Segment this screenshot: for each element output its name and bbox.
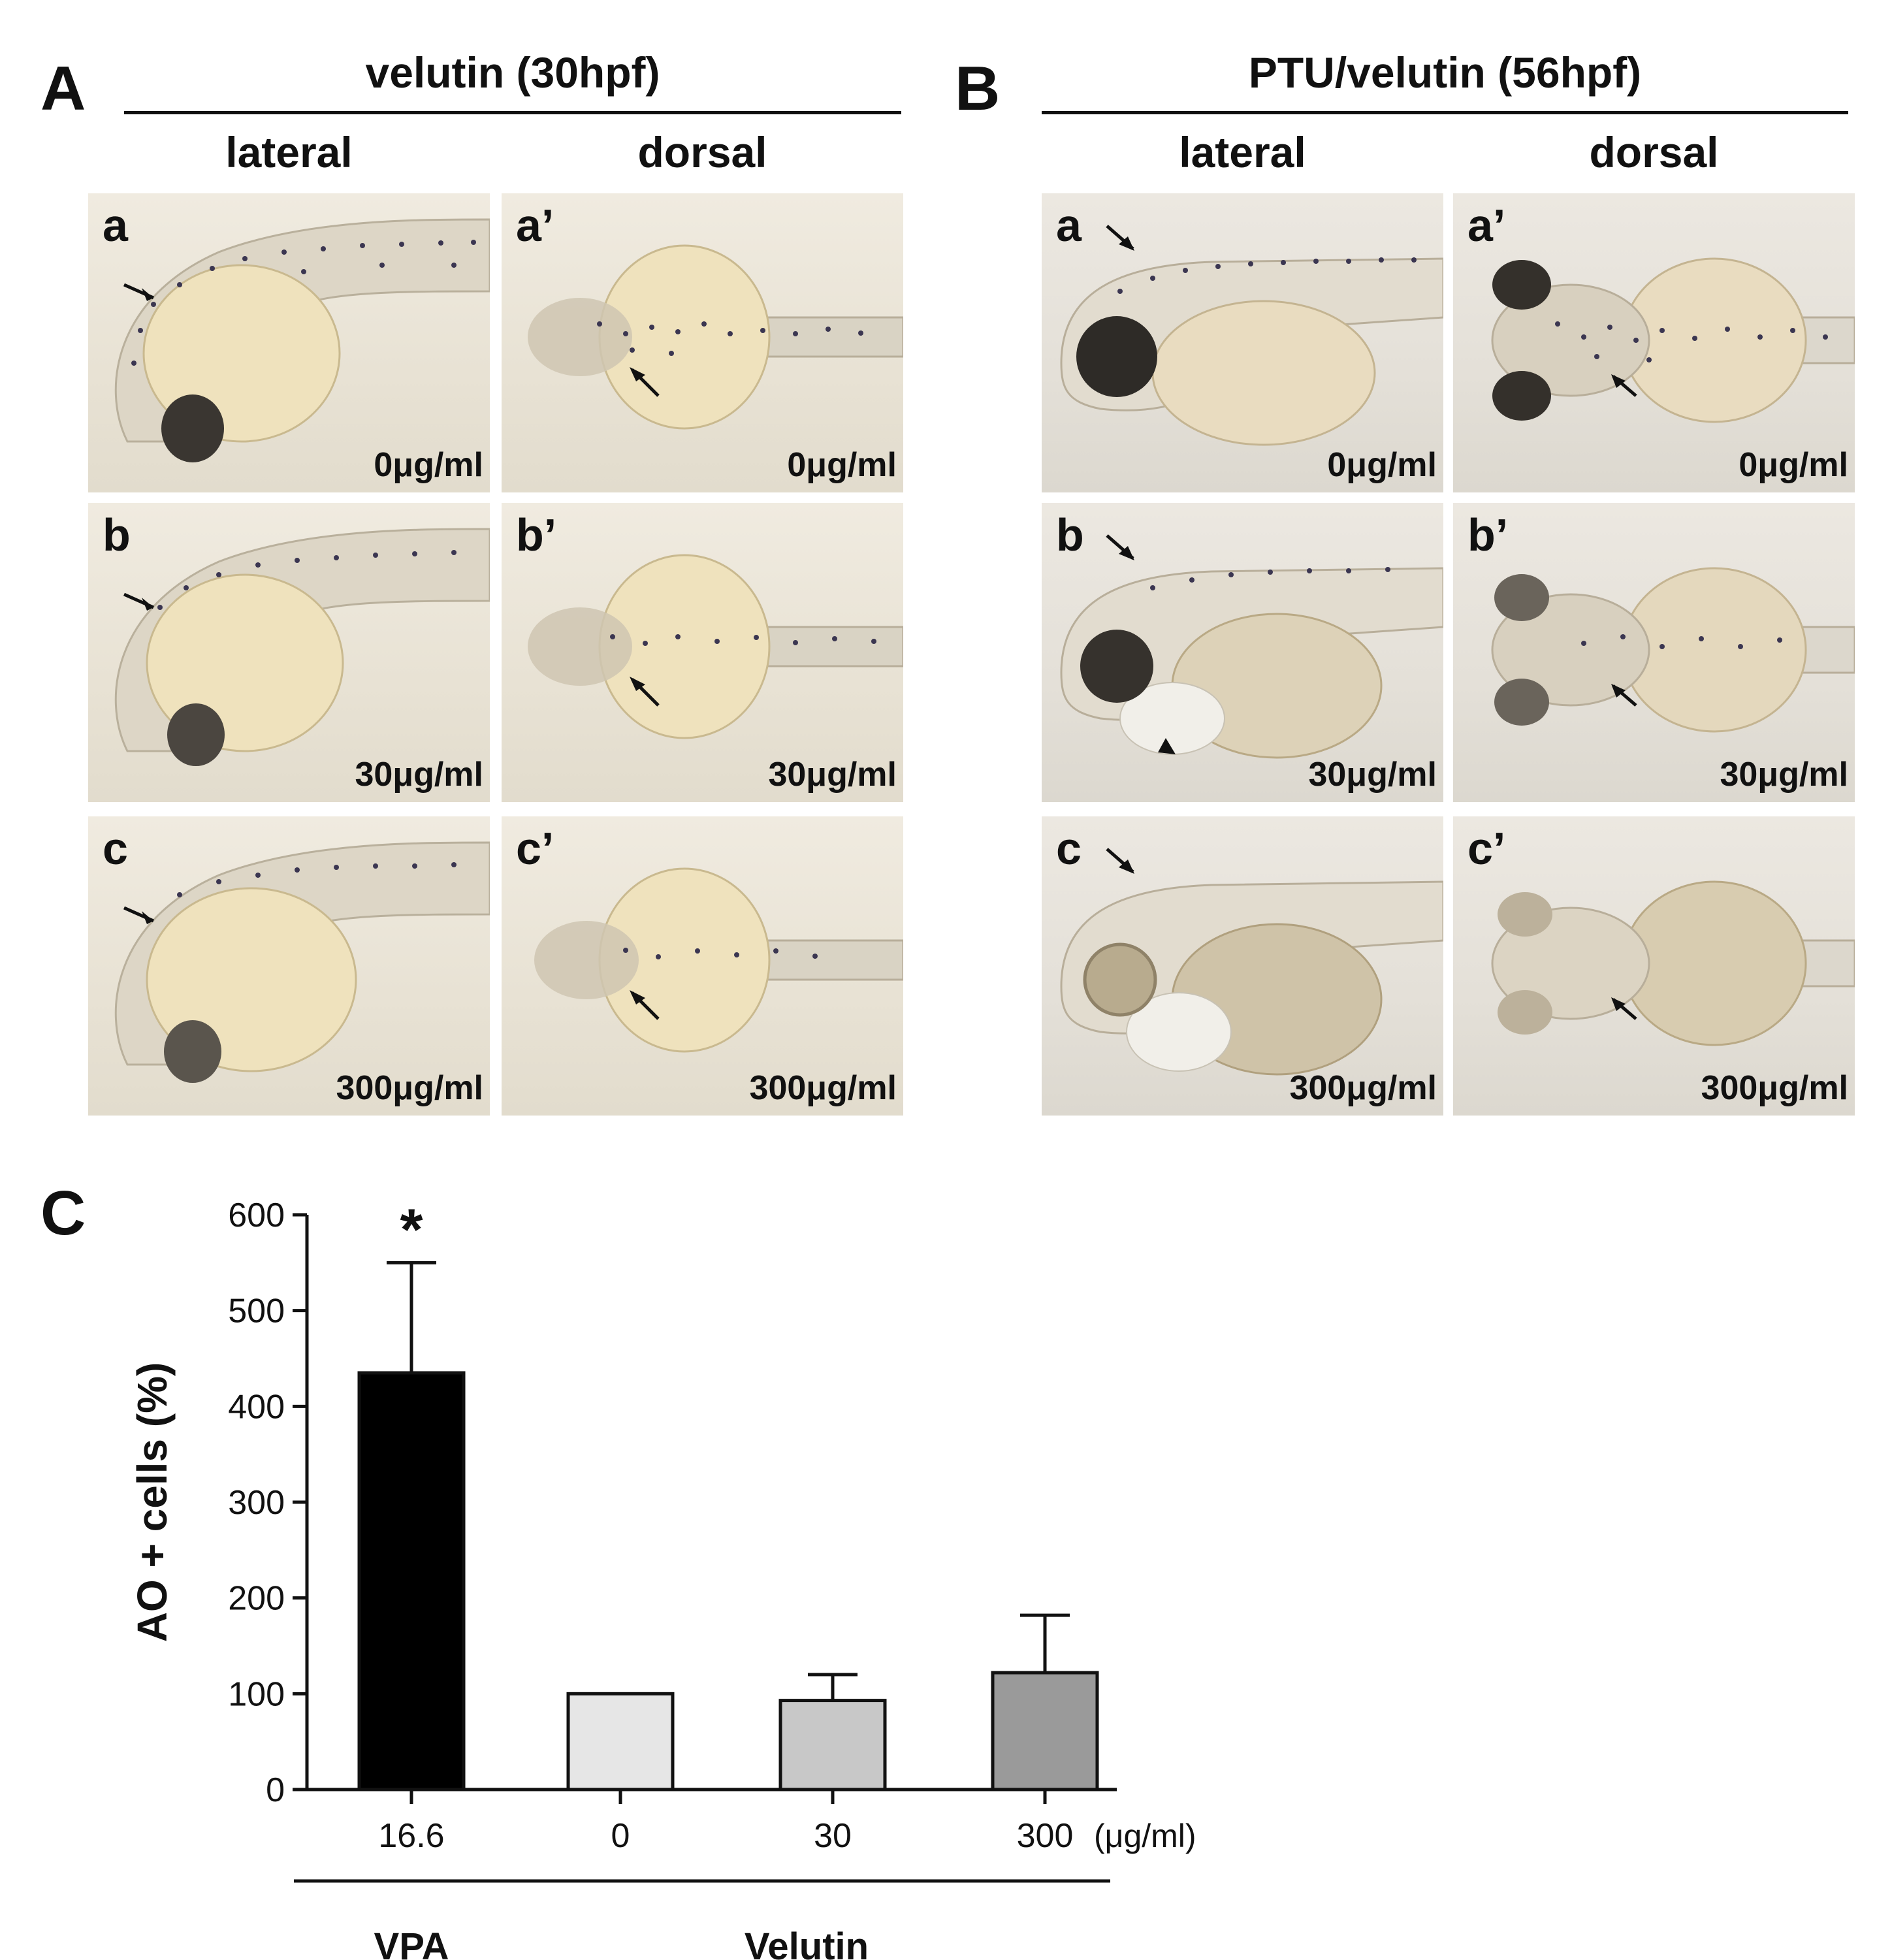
x-tick-label: 0	[611, 1817, 630, 1855]
y-tick-label: 600	[228, 1197, 285, 1234]
bar-0	[566, 1692, 675, 1791]
concentration-label: 30μg/ml	[1308, 756, 1437, 794]
panel-b-image-a-prime: a’ 0μg/ml	[1453, 193, 1855, 492]
bar-300	[991, 1671, 1099, 1791]
x-tick-label: 16.6	[378, 1817, 444, 1855]
concentration-label: 0μg/ml	[1327, 446, 1437, 484]
panel-b-image-a: a 0μg/ml	[1042, 193, 1443, 492]
lateral-larva-illustration	[1060, 534, 1443, 759]
panel-letter-a: A	[40, 54, 86, 123]
panel-b-title: PTU/velutin (56hpf)	[1248, 48, 1642, 97]
y-tick-label: 400	[228, 1388, 285, 1426]
panel-a-image-a-prime: a’ 0μg/ml	[502, 193, 903, 492]
panel-letter-b: B	[955, 54, 1001, 123]
y-axis-title: AO + cells (%)	[129, 1362, 176, 1643]
image-label: c	[103, 823, 128, 874]
panel-a-title-rule	[124, 111, 901, 114]
y-tick-label: 500	[228, 1293, 285, 1330]
lateral-embryo-illustration	[114, 841, 490, 1083]
image-label: b	[1056, 509, 1084, 560]
image-label: a’	[1467, 200, 1506, 251]
panel-b-image-b: b 30μg/ml	[1042, 503, 1443, 802]
dorsal-larva-illustration	[1491, 257, 1855, 423]
image-label: a’	[516, 200, 554, 251]
concentration-label: 30μg/ml	[1720, 756, 1848, 794]
dorsal-embryo-illustration	[534, 867, 903, 1053]
lateral-embryo-illustration	[114, 218, 490, 462]
concentration-label: 0μg/ml	[374, 446, 483, 484]
lateral-larva-illustration	[1060, 225, 1443, 446]
y-tick-label: 100	[228, 1675, 285, 1713]
image-label: b’	[516, 509, 557, 560]
panel-b-image-b-prime: b’ 30μg/ml	[1453, 503, 1855, 802]
concentration-label: 300μg/ml	[749, 1069, 897, 1107]
image-label: b	[103, 509, 131, 560]
panel-a-image-b-prime: b’ 30μg/ml	[502, 503, 903, 802]
panel-b-title-rule	[1042, 111, 1848, 114]
group-label: VPA	[374, 1925, 449, 1960]
ao-bar-chart: 0 100 200 300 400 500 600 AO + cells (%) 16.6 0 30…	[129, 1197, 1196, 1960]
panel-b-view-lateral: lateral	[1179, 128, 1306, 176]
y-tick-label: 200	[228, 1580, 285, 1618]
concentration-label: 30μg/ml	[355, 756, 483, 794]
dorsal-embryo-illustration	[528, 244, 903, 430]
panel-b-image-c-prime: c’ 300μg/ml	[1453, 816, 1855, 1116]
image-label: c’	[1467, 823, 1506, 874]
panel-b-image-c: c 300μg/ml	[1042, 816, 1443, 1116]
significance-asterisk: *	[400, 1197, 423, 1262]
x-tick-label: 300	[1017, 1817, 1074, 1855]
bar-30	[778, 1699, 887, 1791]
dorsal-larva-illustration	[1491, 880, 1855, 1046]
image-label: a	[103, 200, 128, 251]
concentration-label: 30μg/ml	[768, 756, 897, 794]
concentration-label: 0μg/ml	[1739, 446, 1848, 484]
concentration-label: 300μg/ml	[1701, 1069, 1848, 1107]
dorsal-larva-illustration	[1491, 567, 1855, 733]
image-label: b’	[1467, 509, 1509, 560]
panel-letter-c: C	[40, 1178, 86, 1248]
image-label: c’	[516, 823, 554, 874]
x-unit-label: (μg/ml)	[1094, 1818, 1196, 1854]
y-tick-label: 0	[266, 1771, 285, 1809]
panel-a-image-b: b 30μg/ml	[88, 503, 490, 802]
panel-a-image-a: a 0μg/ml	[88, 193, 490, 492]
y-tick-label: 300	[228, 1484, 285, 1522]
concentration-label: 0μg/ml	[787, 446, 897, 484]
lateral-embryo-illustration	[114, 528, 490, 766]
image-label: a	[1056, 200, 1082, 251]
concentration-label: 300μg/ml	[336, 1069, 483, 1107]
panel-a-image-c: c 300μg/ml	[88, 816, 490, 1116]
group-label: Velutin	[745, 1925, 869, 1960]
image-label: c	[1056, 823, 1082, 874]
panel-a-view-dorsal: dorsal	[637, 128, 767, 176]
panel-a-title: velutin (30hpf)	[365, 48, 660, 97]
lateral-larva-illustration	[1060, 848, 1443, 1076]
panel-a-view-lateral: lateral	[225, 128, 353, 176]
panel-a-image-c-prime: c’ 300μg/ml	[502, 816, 903, 1116]
x-tick-label: 30	[814, 1817, 852, 1855]
dorsal-embryo-illustration	[528, 554, 903, 739]
concentration-label: 300μg/ml	[1289, 1069, 1437, 1107]
panel-b-view-dorsal: dorsal	[1589, 128, 1719, 176]
bar-16.6	[357, 1371, 466, 1791]
